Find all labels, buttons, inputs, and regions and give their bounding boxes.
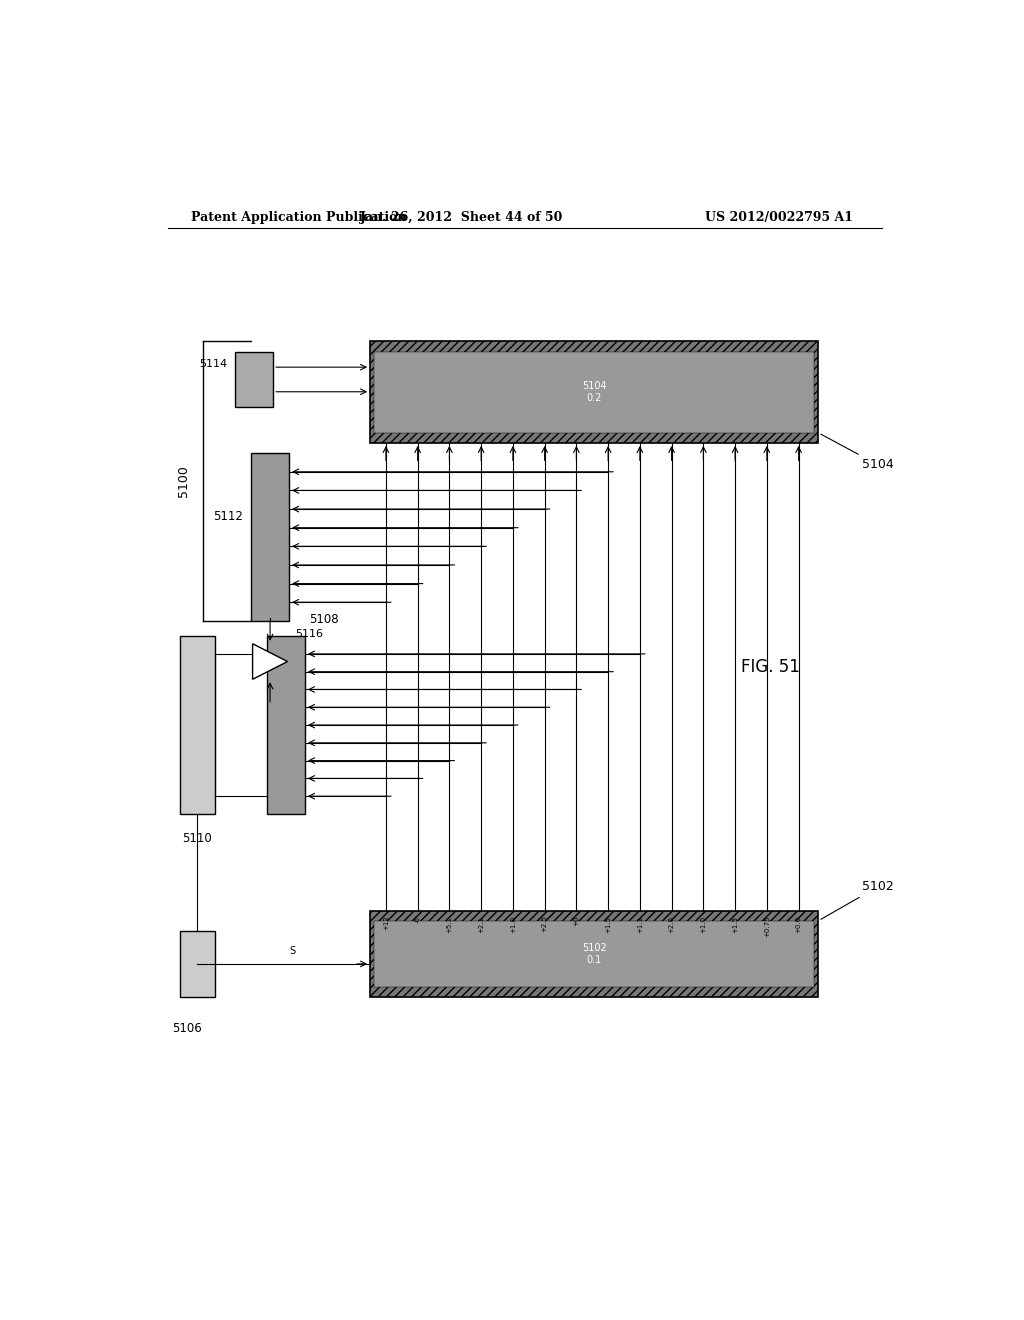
Text: 5110: 5110	[182, 833, 212, 845]
Text: +1.0: +1.0	[700, 916, 707, 933]
Text: Jan. 26, 2012  Sheet 44 of 50: Jan. 26, 2012 Sheet 44 of 50	[359, 211, 563, 224]
Bar	[236, 351, 273, 408]
Text: +0.75: +0.75	[764, 916, 770, 937]
Bar	[251, 453, 289, 620]
Text: +1.5: +1.5	[732, 916, 738, 933]
Text: 5114: 5114	[199, 359, 227, 370]
Text: +2.1: +2.1	[478, 916, 484, 933]
Text: -6: -6	[415, 916, 421, 923]
Text: S: S	[290, 945, 296, 956]
Bar	[374, 921, 814, 987]
Text: 5102
0.1: 5102 0.1	[582, 942, 606, 965]
Text: +2.0: +2.0	[669, 916, 675, 933]
Text: +2.5: +2.5	[542, 916, 548, 932]
Text: FIG. 51: FIG. 51	[741, 657, 800, 676]
Text: +5.1: +5.1	[446, 916, 453, 933]
Text: +0.0: +0.0	[796, 916, 802, 933]
Text: +1.0: +1.0	[510, 916, 516, 933]
Bar	[179, 931, 215, 997]
Text: 5116: 5116	[296, 628, 324, 639]
Text: 5100: 5100	[177, 465, 190, 498]
Bar	[374, 921, 814, 987]
Text: 5102: 5102	[821, 880, 894, 919]
Text: +0: +0	[573, 916, 580, 927]
Text: +12: +12	[383, 916, 389, 931]
Text: 5108: 5108	[309, 612, 339, 626]
Text: 5104: 5104	[821, 434, 894, 471]
Bar	[374, 351, 814, 433]
Bar	[374, 351, 814, 433]
Polygon shape	[253, 644, 288, 680]
Text: US 2012/0022795 A1: US 2012/0022795 A1	[705, 211, 853, 224]
Bar	[370, 342, 818, 444]
Text: +1.1: +1.1	[637, 916, 643, 933]
Text: +1.5: +1.5	[605, 916, 611, 933]
Bar	[179, 636, 215, 814]
Text: Patent Application Publication: Patent Application Publication	[191, 211, 407, 224]
Text: 5104
0.2: 5104 0.2	[582, 381, 606, 403]
Text: 5106: 5106	[172, 1022, 202, 1035]
Bar	[370, 911, 818, 997]
Text: 5112: 5112	[213, 511, 243, 523]
Bar	[267, 636, 305, 814]
